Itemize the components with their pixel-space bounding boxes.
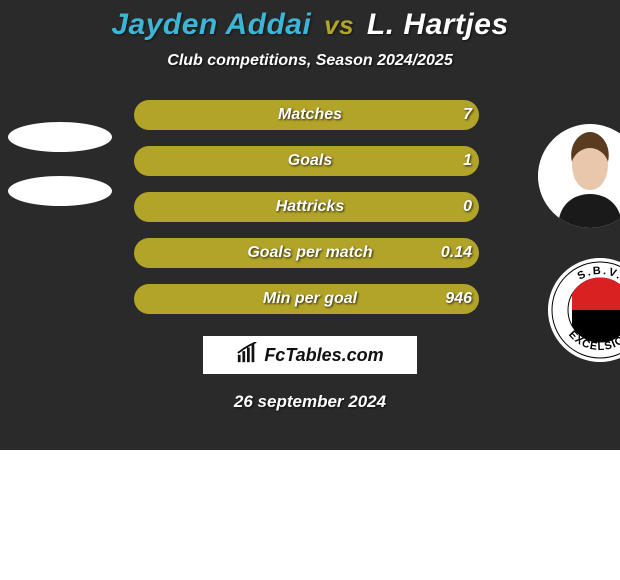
stat-label: Goals per match (134, 238, 486, 268)
stat-label: Matches (134, 100, 486, 130)
stat-row: Min per goal946 (134, 284, 486, 314)
stat-row: Matches7 (134, 100, 486, 130)
player2-club-badge: S.B.V. EXCELSIOR (548, 258, 620, 362)
subtitle: Club competitions, Season 2024/2025 (0, 52, 620, 70)
stat-value-right: 0.14 (441, 238, 472, 268)
branding-text: FcTables.com (264, 345, 383, 366)
stat-label: Goals (134, 146, 486, 176)
player1-name: Jayden Addai (111, 8, 311, 41)
stat-label: Min per goal (134, 284, 486, 314)
stat-value-right: 0 (463, 192, 472, 222)
comparison-panel: Jayden Addai vs L. Hartjes Club competit… (0, 0, 620, 450)
stat-value-right: 1 (463, 146, 472, 176)
chart-icon (236, 342, 258, 369)
player2-name: L. Hartjes (367, 8, 509, 41)
stat-value-right: 7 (463, 100, 472, 130)
vs-text: vs (324, 10, 354, 40)
player1-avatar-placeholder (8, 122, 112, 152)
player1-club-placeholder (8, 176, 112, 206)
stat-row: Goals per match0.14 (134, 238, 486, 268)
stat-value-right: 946 (445, 284, 472, 314)
page-title: Jayden Addai vs L. Hartjes (0, 8, 620, 42)
stat-row: Hattricks0 (134, 192, 486, 222)
date-text: 26 september 2024 (0, 392, 620, 412)
stat-row: Goals1 (134, 146, 486, 176)
player2-avatar (538, 124, 620, 228)
branding-badge: FcTables.com (203, 336, 417, 374)
stat-label: Hattricks (134, 192, 486, 222)
stats-list: Matches7Goals1Hattricks0Goals per match0… (134, 100, 486, 314)
